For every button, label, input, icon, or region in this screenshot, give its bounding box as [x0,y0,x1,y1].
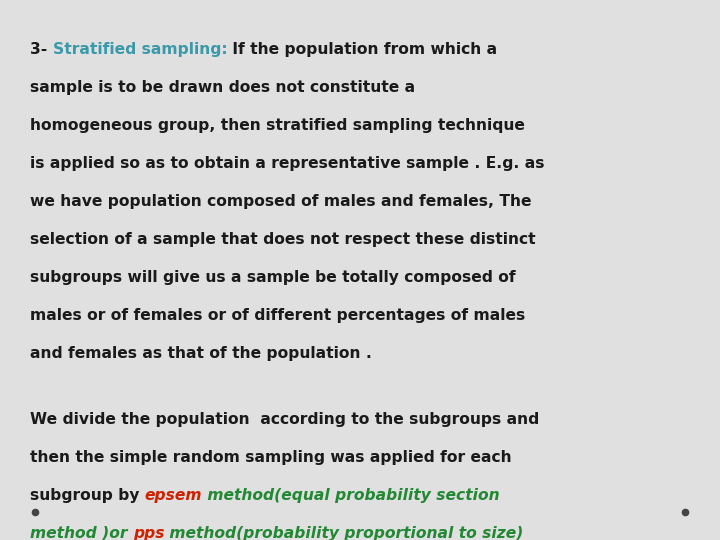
Text: homogeneous group, then stratified sampling technique: homogeneous group, then stratified sampl… [30,118,525,133]
Text: is applied so as to obtain a representative sample . E.g. as: is applied so as to obtain a representat… [30,156,544,171]
Text: males or of females or of different percentages of males: males or of females or of different perc… [30,308,526,323]
Text: subgroups will give us a sample be totally composed of: subgroups will give us a sample be total… [30,270,516,285]
Text: epsem: epsem [145,488,202,503]
Text: and females as that of the population .: and females as that of the population . [30,346,372,361]
Text: Stratified sampling:: Stratified sampling: [53,42,228,57]
Text: subgroup by: subgroup by [30,488,145,503]
Text: pps: pps [133,526,164,540]
Text: then the simple random sampling was applied for each: then the simple random sampling was appl… [30,450,512,465]
Text: method(probability proportional to size): method(probability proportional to size) [164,526,523,540]
Text: sample is to be drawn does not constitute a: sample is to be drawn does not constitut… [30,80,415,95]
Text: We divide the population  according to the subgroups and: We divide the population according to th… [30,412,539,427]
Text: we have population composed of males and females, The: we have population composed of males and… [30,194,531,209]
Text: method(equal probability section: method(equal probability section [202,488,500,503]
Text: selection of a sample that does not respect these distinct: selection of a sample that does not resp… [30,232,536,247]
Text: 3-: 3- [30,42,53,57]
Text: If the population from which a: If the population from which a [228,42,498,57]
Text: method )or: method )or [30,526,133,540]
